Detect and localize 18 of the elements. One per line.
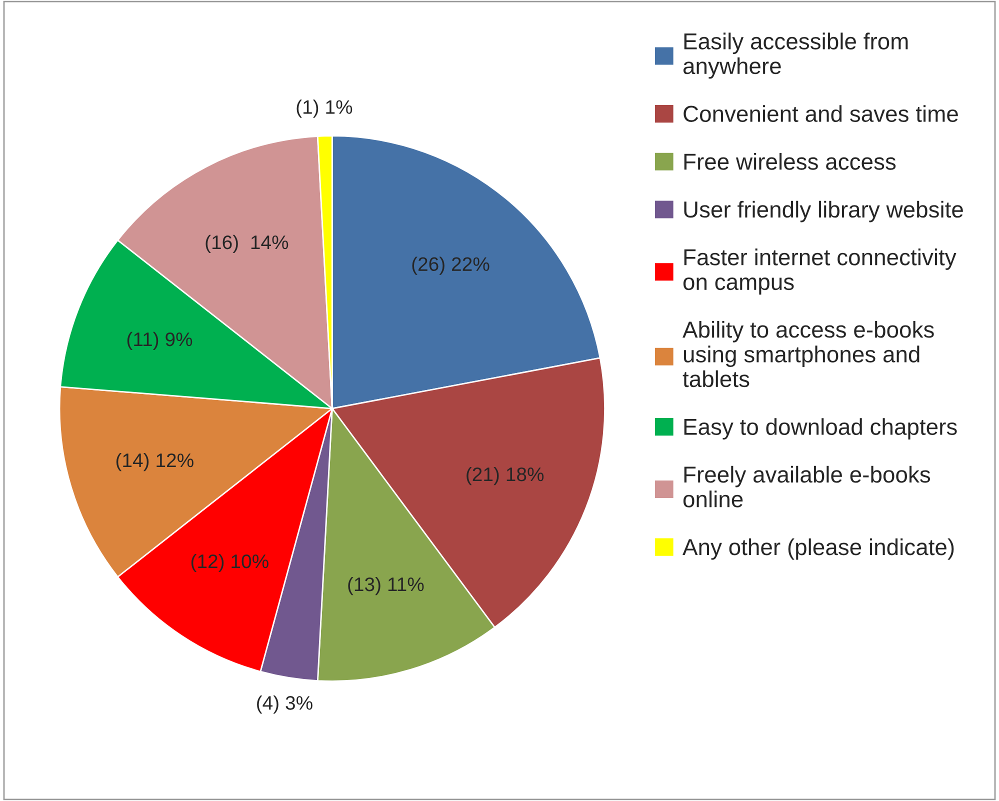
legend-label: Any other (please indicate)	[682, 538, 954, 560]
data-label: (14) 12%	[116, 452, 194, 472]
data-label: (1) 1%	[296, 100, 352, 118]
legend-label: Faster internet connectivity on campus	[683, 248, 956, 295]
legend-label: Easily accessible from anywhere	[683, 32, 908, 79]
data-label: (13) 11%	[348, 576, 424, 596]
legend-label: User friendly library website	[684, 200, 963, 222]
data-label: (26) 22%	[412, 256, 490, 275]
legend-label: Ability to access e-books using smartphones and tablets	[682, 320, 934, 388]
legend-label: Free wireless access	[684, 153, 896, 170]
legend-label: Easy to download chapters	[684, 418, 957, 440]
data-label: (11) 9%	[127, 332, 192, 350]
data-label: (4) 3%	[257, 696, 312, 714]
data-label: (21) 18%	[466, 466, 544, 486]
legend-label: Freely available e-books online	[683, 466, 930, 508]
legend-label: Convenient and saves time	[684, 105, 958, 122]
data-label: (12) 10%	[191, 554, 268, 572]
data-label: (16) 14%	[206, 234, 288, 254]
